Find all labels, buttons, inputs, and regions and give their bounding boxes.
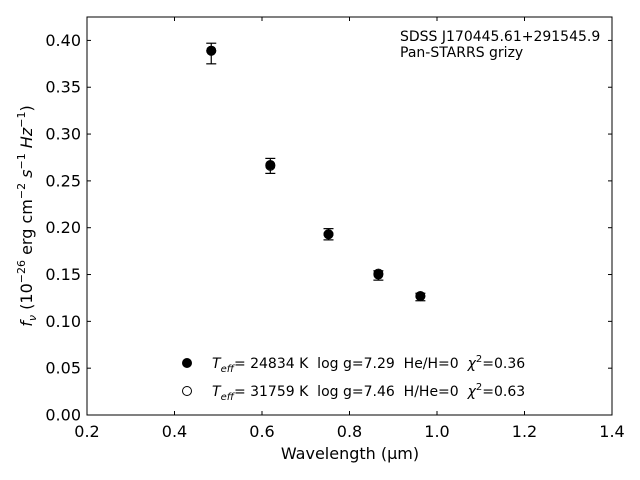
- x-tick-label: 1.2: [512, 422, 537, 441]
- x-axis-label: Wavelength (μm): [281, 444, 419, 463]
- x-tick-label: 0.8: [337, 422, 362, 441]
- annotation-target: SDSS J170445.61+291545.9: [400, 29, 600, 45]
- data-point-open: [323, 229, 334, 240]
- y-tick-label: 0.15: [45, 265, 81, 284]
- data-point-open: [206, 45, 217, 56]
- y-tick-label: 0.10: [45, 312, 81, 331]
- x-tick-label: 0.6: [249, 422, 274, 441]
- data-point-open: [415, 291, 426, 302]
- legend-marker-filled: [182, 358, 192, 368]
- annotation-survey: Pan-STARRS grizy: [400, 45, 523, 61]
- y-axis-label: fν (10−26 erg cm−2 s−1 Hz−1): [15, 105, 39, 326]
- y-tick-label: 0.30: [45, 125, 81, 144]
- legend-marker-open: [182, 386, 192, 396]
- x-tick-label: 0.4: [162, 422, 187, 441]
- y-tick-label: 0.00: [45, 406, 81, 425]
- x-tick-label: 0.2: [74, 422, 99, 441]
- legend-entry-2: Teff= 31759 K log g=7.46 H/He=0 χ2=0.63: [212, 382, 525, 403]
- y-tick-label: 0.40: [45, 31, 81, 50]
- data-point-open: [265, 160, 276, 171]
- legend: Teff= 24834 K log g=7.29 He/H=0 χ2=0.36 …: [182, 354, 525, 403]
- y-tick-label: 0.25: [45, 171, 81, 190]
- y-tick-label: 0.20: [45, 218, 81, 237]
- legend-entry-1: Teff= 24834 K log g=7.29 He/H=0 χ2=0.36: [212, 354, 525, 375]
- y-tick-label: 0.05: [45, 359, 81, 378]
- ticks: 0.2 0.4 0.6 0.8 1.0 1.2 1.4 0.00 0.05 0.10 0.15 0.2…: [45, 17, 625, 441]
- data-points: [206, 42, 426, 302]
- x-tick-label: 1.4: [599, 422, 624, 441]
- data-point-open: [373, 268, 384, 279]
- x-tick-label: 1.0: [424, 422, 449, 441]
- y-tick-label: 0.35: [45, 78, 81, 97]
